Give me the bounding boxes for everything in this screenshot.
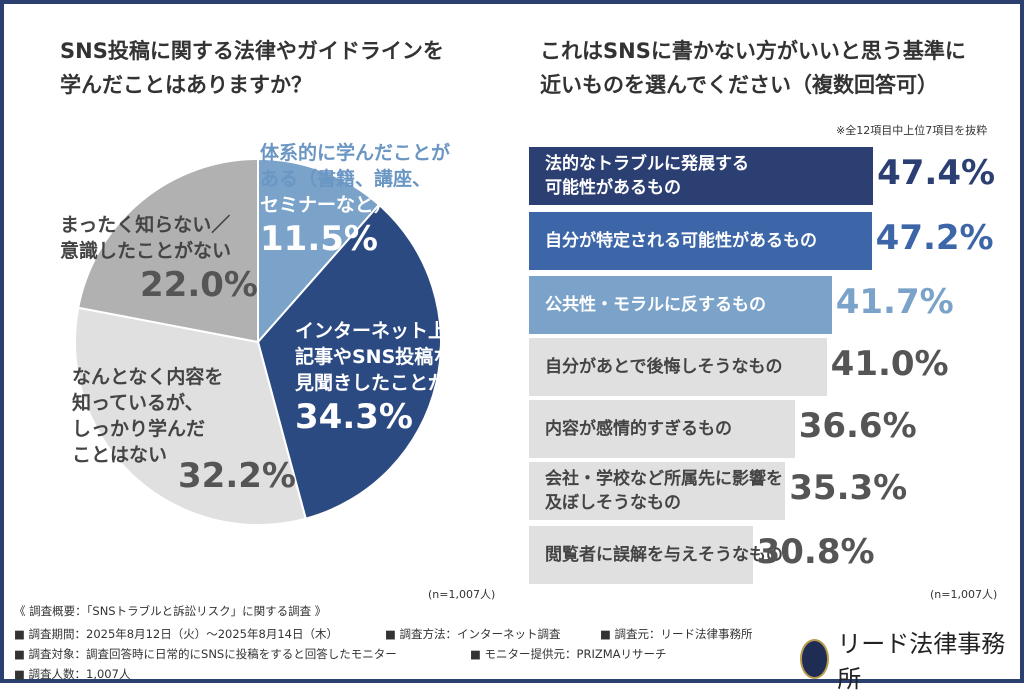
survey-heading: 《 調査概要：「SNSトラブルと訴訟リスク」に関する調査 》 <box>14 604 327 618</box>
bar-title-line: 近いものを選んでください（複数回答可） <box>540 73 938 97</box>
bar-label: 自分が特定される可能性があるもの <box>545 229 817 253</box>
pie-label-internet: インターネット上の 記事やSNS投稿などで 見聞きしたことがある 34.3% <box>295 318 490 438</box>
pie-label-line: なんとなく内容を <box>72 366 224 388</box>
pie-label-line: しっかり学んだ <box>72 418 206 440</box>
bar-label-line: 及ぼしそうなもの <box>545 493 681 513</box>
bar-value: 36.6% <box>798 406 917 446</box>
pie-title-line: SNS投稿に関する法律やガイドラインを <box>60 39 444 63</box>
bar <box>529 526 753 584</box>
logo-emblem-icon <box>800 639 830 679</box>
bar <box>529 338 827 396</box>
pie-label-line: ある（書籍、講座、 <box>260 168 432 190</box>
bar-label-line: 公共性・モラルに反するもの <box>545 295 766 315</box>
bar-title-line: これはSNSに書かない方がいいと思う基準に <box>540 39 966 63</box>
bar-label-line: 会社・学校など所属先に影響を <box>545 469 783 489</box>
bar <box>529 147 874 205</box>
bar-label: 法的なトラブルに発展する 可能性があるもの <box>545 152 749 200</box>
bar-value: 41.0% <box>830 344 949 384</box>
bar-n-note: (n=1,007人) <box>930 588 998 601</box>
pie-label-line: 知っているが、 <box>72 392 204 414</box>
bar-label-line: 法的なトラブルに発展する <box>545 154 749 174</box>
pie-label-line: インターネット上の <box>295 320 467 342</box>
bar-label-line: 自分が特定される可能性があるもの <box>545 231 817 251</box>
pie-value: 22.0% <box>140 265 258 305</box>
bar-value: 41.7% <box>835 282 954 322</box>
survey-target: ■ 調査対象：調査回答時に日常的にSNSに投稿をすると回答したモニター <box>14 647 397 661</box>
survey-source: ■ 調査元：リード法律事務所 <box>600 627 753 641</box>
bar-value: 30.8% <box>756 532 875 572</box>
survey-provider: ■ モニター提供元：PRIZMAリサーチ <box>470 647 667 661</box>
bar-label: 内容が感情的すぎるもの <box>545 417 732 441</box>
bar <box>529 212 872 270</box>
pie-value-vaguely: 32.2% <box>178 456 296 496</box>
bar-value: 47.4% <box>877 153 996 193</box>
pie-label-line: 体系的に学んだことが <box>260 142 451 164</box>
bar-label: 会社・学校など所属先に影響を 及ぼしそうなもの <box>545 467 783 515</box>
pie-label-line: 意識したことがない <box>60 240 232 262</box>
pie-label-line: 見聞きしたことがある <box>295 372 486 394</box>
pie-slice-2 <box>74 306 307 526</box>
bar-label-line: 内容が感情的すぎるもの <box>545 419 732 439</box>
pie-slice-0 <box>257 157 381 345</box>
survey-method: ■ 調査方法：インターネット調査 <box>385 627 561 641</box>
pie-value: 34.3% <box>295 397 413 437</box>
survey-period: ■ 調査期間：2025年8月12日（火）〜2025年8月14日（木） <box>14 627 338 641</box>
pie-label-line: まったく知らない／ <box>60 214 231 236</box>
pie-value: 11.5% <box>260 219 378 259</box>
pie-slice-1 <box>256 203 442 520</box>
pie-slice-3 <box>77 157 259 344</box>
bar-value: 35.3% <box>789 468 908 508</box>
survey-count: ■ 調査人数：1,007人 <box>14 667 131 681</box>
pie-title: SNS投稿に関する法律やガイドラインを 学んだことはありますか？ <box>60 34 444 102</box>
pie-label-line: 記事やSNS投稿などで <box>295 346 490 368</box>
bar-note: ※全12項目中上位7項目を抜粋 <box>836 124 988 137</box>
pie-label-vaguely: なんとなく内容を 知っているが、 しっかり学んだ ことはない <box>72 364 223 468</box>
bar-title: これはSNSに書かない方がいいと思う基準に 近いものを選んでください（複数回答可… <box>540 34 966 102</box>
pie-label-line: セミナーなど） <box>260 194 394 216</box>
pie-label-line: ことはない <box>72 444 168 466</box>
law-firm-logo: リード法律事務所 <box>800 624 1024 694</box>
bar <box>529 276 832 334</box>
bar-label-line: 可能性があるもの <box>545 178 681 198</box>
pie-chart <box>74 157 442 526</box>
pie-label-none: まったく知らない／ 意識したことがない 22.0% <box>60 212 258 306</box>
logo-name: リード法律事務所 <box>837 630 1006 693</box>
bar-label: 自分があとで後悔しそうなもの <box>545 355 783 379</box>
bar-label: 公共性・モラルに反するもの <box>545 293 766 317</box>
pie-n-note: (n=1,007人) <box>428 588 496 601</box>
bar-label-line: 自分があとで後悔しそうなもの <box>545 357 783 377</box>
bar-label: 閲覧者に誤解を与えそうなもの <box>545 543 783 567</box>
bar <box>529 400 795 458</box>
bar <box>529 462 786 520</box>
pie-title-line: 学んだことはありますか？ <box>60 73 312 97</box>
bar-label-line: 閲覧者に誤解を与えそうなもの <box>545 545 783 565</box>
pie-label-systematic: 体系的に学んだことが ある（書籍、講座、 セミナーなど） 11.5% <box>260 140 450 260</box>
bar-value: 47.2% <box>875 218 994 258</box>
